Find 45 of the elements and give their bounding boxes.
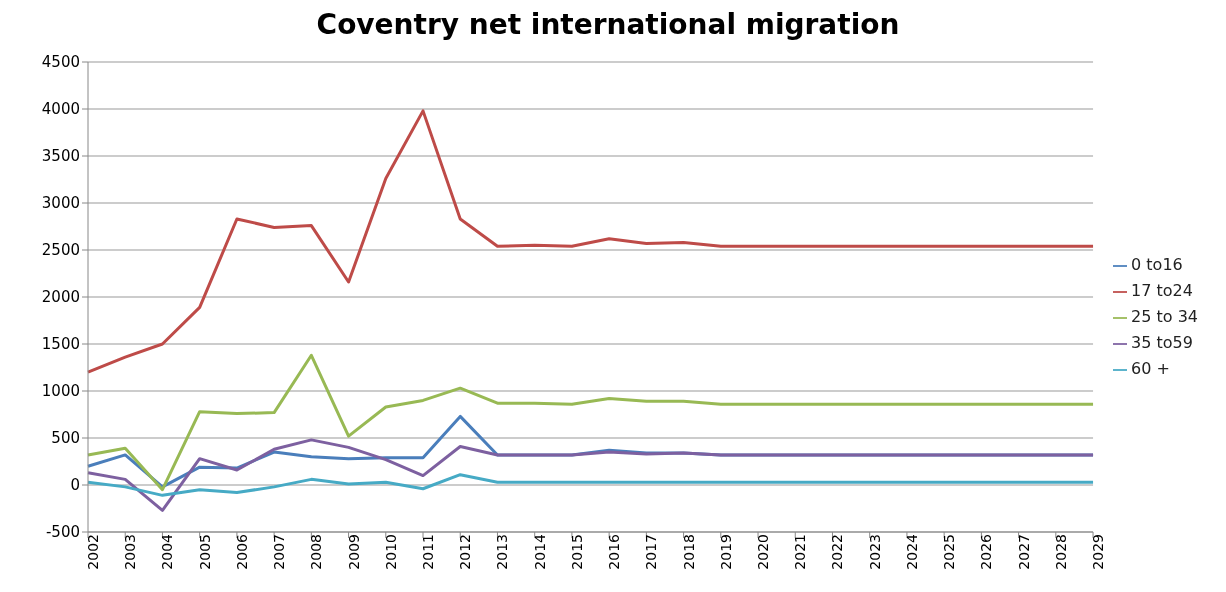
x-tick-label: 2016	[606, 533, 623, 570]
x-tick-label: 2024	[903, 533, 920, 570]
y-tick-label: 1500	[41, 335, 80, 354]
y-tick-label: 0	[70, 476, 80, 495]
x-tick-label: 2004	[159, 533, 176, 570]
x-tick-label: 2003	[122, 534, 139, 570]
y-tick-label: 4000	[41, 100, 80, 119]
legend-label: 0 to16	[1131, 255, 1183, 274]
x-tick-label: 2009	[345, 534, 362, 570]
x-tick-label: 2015	[568, 534, 585, 570]
x-tick-label: 2028	[1052, 534, 1069, 570]
y-tick-label: 2500	[41, 241, 80, 260]
x-tick-label: 2018	[680, 534, 697, 570]
x-tick-label: 2021	[792, 534, 809, 570]
y-tick-label: 1000	[41, 382, 80, 401]
y-tick-label: 4500	[41, 53, 80, 72]
y-tick-label: 3500	[41, 147, 80, 166]
x-tick-label: 2020	[754, 534, 771, 570]
x-tick-label: 2007	[271, 534, 288, 570]
x-tick-label: 2002	[84, 534, 101, 570]
x-tick-label: 2029	[1089, 534, 1106, 570]
x-tick-label: 2022	[829, 534, 846, 570]
x-tick-label: 2027	[1015, 534, 1032, 570]
y-tick-label: 3000	[41, 194, 80, 213]
x-tick-label: 2008	[308, 534, 325, 570]
chart-title: Coventry net international migration	[315, 8, 901, 43]
x-tick-label: 2011	[419, 534, 436, 570]
y-tick-label: 500	[51, 429, 80, 448]
y-tick-label: -500	[45, 523, 80, 542]
y-tick-label: 2000	[41, 288, 80, 307]
legend-label: 17 to24	[1131, 281, 1193, 300]
legend-label: 25 to 34	[1131, 307, 1198, 326]
x-tick-label: 2010	[382, 534, 399, 570]
x-tick-label: 2026	[978, 533, 995, 570]
x-tick-label: 2017	[643, 534, 660, 570]
x-tick-label: 2012	[457, 534, 474, 570]
x-tick-label: 2005	[196, 534, 213, 570]
x-tick-label: 2019	[717, 534, 734, 570]
legend-label: 60 +	[1131, 359, 1170, 378]
x-tick-label: 2023	[866, 534, 883, 570]
x-tick-label: 2013	[494, 534, 511, 570]
x-tick-label: 2025	[941, 534, 958, 570]
legend-label: 35 to59	[1131, 333, 1193, 352]
x-tick-label: 2014	[531, 533, 548, 570]
x-tick-label: 2006	[233, 533, 250, 570]
